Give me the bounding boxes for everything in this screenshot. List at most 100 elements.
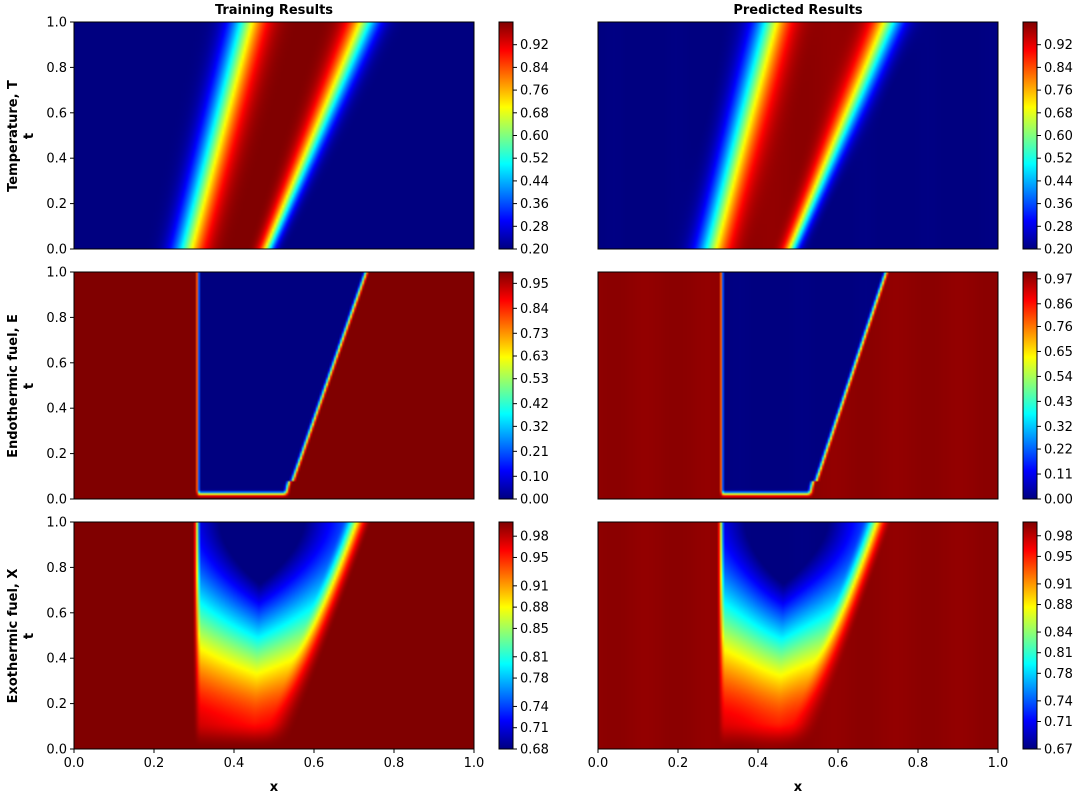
colorbar-tick-label: 0.84	[520, 61, 549, 76]
colorbar-tick-label: 0.84	[1044, 61, 1073, 76]
colorbar-tick-label: 0.98	[1044, 529, 1073, 544]
colorbar-tick-label: 0.52	[1044, 152, 1073, 167]
plot-frame	[597, 271, 999, 500]
y-tick-label: 0.2	[46, 197, 67, 212]
colorbar-tick-label: 0.44	[1044, 174, 1073, 189]
heatmap-image	[598, 522, 998, 749]
colorbar-tick-label: 0.60	[520, 129, 549, 144]
colorbar-tick-label: 0.95	[520, 277, 549, 292]
y-tick-label: 0.2	[46, 697, 67, 712]
colorbar	[1022, 21, 1038, 250]
row-label-temperature: Temperature, T t	[6, 80, 37, 192]
column-title-predicted: Predicted Results	[733, 3, 863, 18]
colorbar-tick-label: 0.78	[520, 672, 549, 687]
colorbar-tick-label: 0.92	[520, 38, 549, 53]
colorbar-tick-label: 0.43	[1044, 395, 1073, 410]
colorbar-tick-label: 0.52	[520, 152, 549, 167]
heatmap-panel-temperature-predicted: 0.20 0.28 0.36 0.44 0.52 0.60 0.68 0.76 0.84 0.92	[597, 21, 1073, 258]
heatmap-image	[598, 22, 998, 249]
colorbar-tick-label: 0.53	[520, 372, 549, 387]
heatmap-image	[74, 272, 474, 499]
colorbar-tick-label: 0.36	[1044, 197, 1073, 212]
heatmap-panel-endothermic-training: 0.0 0.2 0.4 0.6 0.8 1.0 0.00 0.10 0.21 0.32 0.42 0.…	[46, 266, 549, 508]
x-tick-label: 0.8	[908, 756, 929, 771]
y-tick-label: 0.4	[46, 402, 67, 417]
x-tick-label: 1.0	[464, 756, 485, 771]
colorbar-tick-label: 0.84	[1044, 626, 1073, 641]
colorbar	[498, 21, 514, 250]
colorbar-tick-label: 0.42	[520, 397, 549, 412]
colorbar-tick-label: 0.11	[1044, 468, 1073, 483]
y-tick-label: 0.0	[46, 743, 67, 758]
colorbar-tick-label: 0.91	[1044, 577, 1073, 592]
x-tick-label: 0.6	[828, 756, 849, 771]
x-tick-label: 0.4	[224, 756, 245, 771]
colorbar-tick-label: 0.86	[1044, 297, 1073, 312]
colorbar-tick-label: 0.22	[1044, 443, 1073, 458]
x-axis-label-predicted: x	[794, 780, 803, 794]
row-var-label: Temperature, T	[6, 80, 21, 192]
heatmap-panel-temperature-training: 0.0 0.2 0.4 0.6 0.8 1.0 0.20 0.28 0.36 0.44 0.52 0.…	[46, 16, 549, 258]
y-tick-label: 0.0	[46, 493, 67, 508]
heatmap-panel-exothermic-predicted: 0.0 0.2 0.4 0.6 0.8 1.0 0.67 0.71 0.74 0.78 0.81 0.…	[588, 521, 1073, 771]
colorbar-tick-label: 0.67	[1044, 743, 1073, 758]
y-tick-label: 0.6	[46, 106, 67, 121]
colorbar-tick-label: 0.97	[1044, 272, 1073, 287]
x-tick-label: 0.4	[748, 756, 769, 771]
colorbar-tick-label: 0.20	[1044, 243, 1073, 258]
y-tick-label: 0.8	[46, 561, 67, 576]
y-tick-label: 1.0	[46, 266, 67, 281]
row-var-label: Endothermic fuel, E	[6, 314, 21, 458]
colorbar-tick-label: 0.28	[520, 220, 549, 235]
colorbar-tick-label: 0.76	[1044, 84, 1073, 99]
colorbar-tick-label: 0.68	[520, 743, 549, 758]
colorbar	[1022, 271, 1038, 500]
colorbar-tick-label: 0.88	[520, 601, 549, 616]
heatmap-panel-endothermic-predicted: 0.00 0.11 0.22 0.32 0.43 0.54 0.65 0.76 0.86 0.97	[597, 271, 1073, 508]
colorbar	[498, 271, 514, 500]
heatmap-image	[74, 522, 474, 749]
plot-frame	[73, 271, 475, 500]
colorbar-tick-label: 0.84	[520, 302, 549, 317]
x-tick-label: 0.2	[668, 756, 689, 771]
colorbar-tick-label: 0.92	[1044, 38, 1073, 53]
y-tick-label: 0.2	[46, 447, 67, 462]
colorbar-tick-label: 0.71	[1044, 715, 1073, 730]
colorbar-tick-label: 0.63	[520, 349, 549, 364]
colorbar-tick-label: 0.73	[520, 327, 549, 342]
colorbar-tick-label: 0.44	[520, 174, 549, 189]
colorbar-tick-label: 0.68	[1044, 106, 1073, 121]
colorbar	[498, 521, 514, 750]
colorbar-tick-label: 0.32	[520, 420, 549, 435]
colorbar-tick-label: 0.10	[520, 470, 549, 485]
plot-frame	[597, 21, 999, 250]
panels-group: 0.0 0.2 0.4 0.6 0.8 1.0 0.20 0.28 0.36 0.44 0.52 0.…	[46, 16, 1073, 772]
row-label-endothermic: Endothermic fuel, E t	[6, 314, 37, 458]
x-tick-label: 0.0	[64, 756, 85, 771]
heatmap-image	[598, 272, 998, 499]
colorbar-tick-label: 0.54	[1044, 370, 1073, 385]
colorbar-tick-label: 0.85	[520, 622, 549, 637]
plot-frame	[73, 21, 475, 250]
x-axis-label-training: x	[270, 780, 279, 794]
colorbar-tick-label: 0.78	[1044, 667, 1073, 682]
x-tick-label: 1.0	[988, 756, 1009, 771]
colorbar-tick-label: 0.74	[1044, 694, 1073, 709]
colorbar-tick-label: 0.74	[520, 700, 549, 715]
x-tick-label: 0.8	[384, 756, 405, 771]
x-tick-label: 0.2	[144, 756, 165, 771]
colorbar-tick-label: 0.20	[520, 243, 549, 258]
colorbar-tick-label: 0.88	[1044, 598, 1073, 613]
colorbar-tick-label: 0.00	[1044, 493, 1073, 508]
y-axis-label: t	[22, 133, 37, 139]
y-tick-label: 0.8	[46, 61, 67, 76]
x-tick-label: 0.6	[304, 756, 325, 771]
colorbar-tick-label: 0.81	[520, 650, 549, 665]
plot-frame	[73, 521, 475, 750]
colorbar-tick-label: 0.28	[1044, 220, 1073, 235]
y-axis-label: t	[22, 633, 37, 639]
colorbar-tick-label: 0.65	[1044, 345, 1073, 360]
colorbar-tick-label: 0.00	[520, 493, 549, 508]
heatmap-image	[74, 22, 474, 249]
colorbar-tick-label: 0.81	[1044, 646, 1073, 661]
